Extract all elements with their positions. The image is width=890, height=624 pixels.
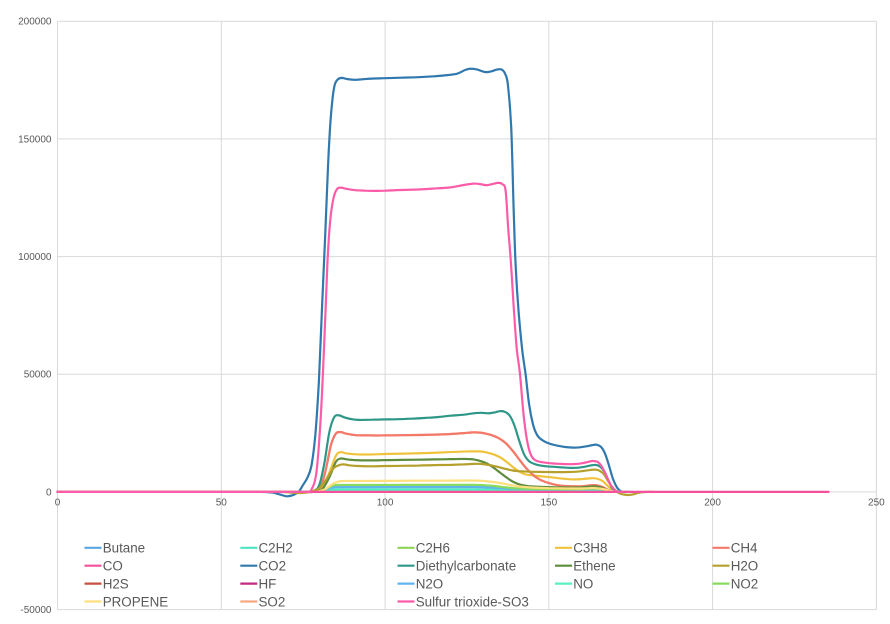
- svg-text:100: 100: [377, 497, 394, 508]
- svg-text:Sulfur trioxide-SO3: Sulfur trioxide-SO3: [416, 594, 529, 609]
- svg-text:NO: NO: [573, 576, 593, 591]
- svg-text:-50000: -50000: [20, 605, 52, 616]
- svg-text:SO2: SO2: [259, 594, 286, 609]
- svg-text:0: 0: [55, 497, 61, 508]
- svg-text:C2H2: C2H2: [259, 541, 293, 556]
- svg-text:CO: CO: [103, 559, 123, 574]
- svg-text:N2O: N2O: [416, 576, 444, 591]
- svg-text:Ethene: Ethene: [573, 559, 615, 574]
- svg-text:CO2: CO2: [259, 559, 287, 574]
- svg-text:50000: 50000: [24, 370, 52, 381]
- svg-text:250: 250: [868, 497, 885, 508]
- svg-text:CH4: CH4: [731, 541, 758, 556]
- svg-text:Diethylcarbonate: Diethylcarbonate: [416, 559, 517, 574]
- svg-text:200: 200: [704, 497, 721, 508]
- svg-text:150000: 150000: [18, 134, 52, 145]
- svg-text:200000: 200000: [18, 17, 52, 28]
- svg-text:C3H8: C3H8: [573, 541, 607, 556]
- svg-text:H2S: H2S: [103, 576, 129, 591]
- svg-text:150: 150: [540, 497, 557, 508]
- svg-text:100000: 100000: [18, 252, 52, 263]
- svg-text:HF: HF: [259, 576, 277, 591]
- svg-text:H2O: H2O: [731, 559, 759, 574]
- svg-text:C2H6: C2H6: [416, 541, 450, 556]
- svg-text:NO2: NO2: [731, 576, 759, 591]
- svg-text:Butane: Butane: [103, 541, 145, 556]
- svg-text:50: 50: [216, 497, 228, 508]
- svg-text:0: 0: [46, 487, 52, 498]
- svg-text:PROPENE: PROPENE: [103, 594, 169, 609]
